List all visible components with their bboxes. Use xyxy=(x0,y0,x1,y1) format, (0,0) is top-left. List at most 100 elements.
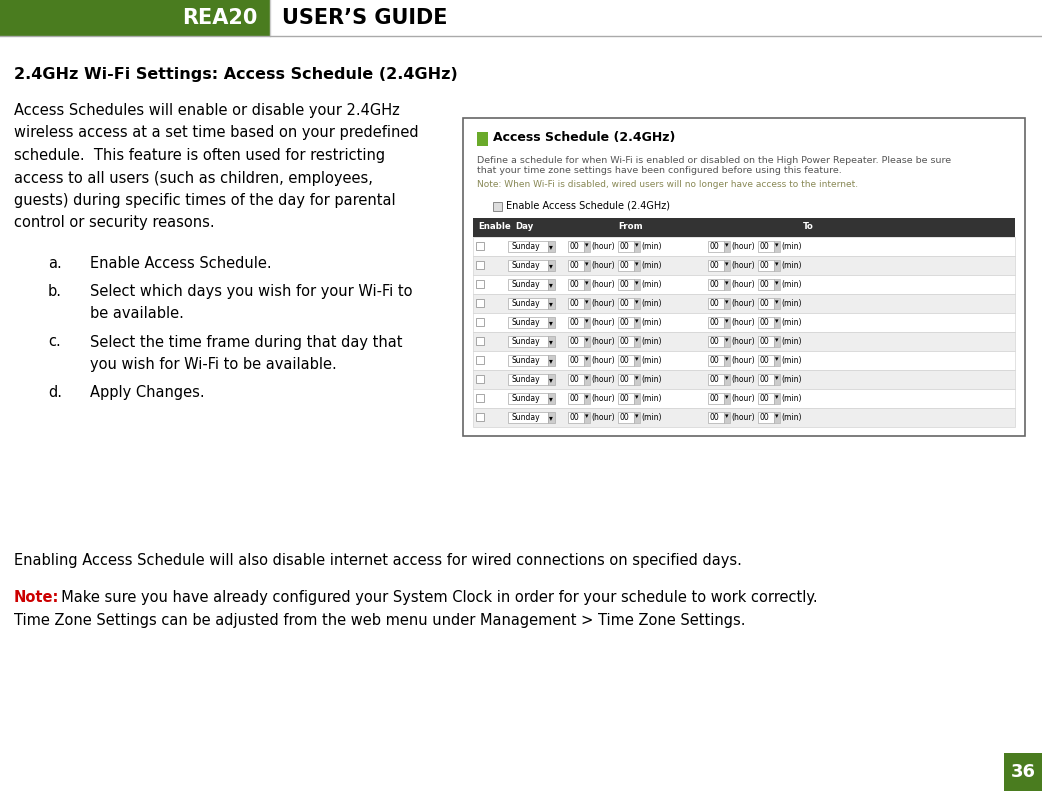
Text: ▾: ▾ xyxy=(585,375,589,381)
Text: ▾: ▾ xyxy=(635,375,639,381)
Text: 00: 00 xyxy=(760,261,770,270)
Text: (hour): (hour) xyxy=(731,413,754,422)
Text: ▾: ▾ xyxy=(635,337,639,343)
Bar xyxy=(724,279,730,290)
Bar xyxy=(758,355,774,366)
Bar xyxy=(708,374,724,385)
Bar xyxy=(708,412,724,423)
Bar xyxy=(584,336,590,347)
Text: ▾: ▾ xyxy=(775,318,778,324)
Bar xyxy=(473,275,1015,294)
Text: control or security reasons.: control or security reasons. xyxy=(14,215,215,230)
Text: ▾: ▾ xyxy=(585,413,589,419)
Bar xyxy=(568,279,584,290)
Bar xyxy=(568,355,584,366)
Text: (hour): (hour) xyxy=(591,413,615,422)
Text: Day: Day xyxy=(515,222,534,231)
Bar xyxy=(708,317,724,328)
Text: ▾: ▾ xyxy=(725,261,728,267)
Bar xyxy=(708,393,724,404)
Bar xyxy=(758,336,774,347)
Text: ▾: ▾ xyxy=(549,299,553,308)
Bar xyxy=(634,355,640,366)
Text: 00: 00 xyxy=(760,394,770,403)
Text: Select the time frame during that day that: Select the time frame during that day th… xyxy=(90,335,402,350)
Bar xyxy=(548,241,555,252)
Bar xyxy=(584,317,590,328)
Text: Sunday: Sunday xyxy=(511,337,540,346)
Bar xyxy=(634,336,640,347)
Text: 00: 00 xyxy=(620,299,629,308)
Bar xyxy=(758,317,774,328)
Text: 00: 00 xyxy=(710,242,720,251)
Text: 00: 00 xyxy=(710,280,720,289)
Text: ▾: ▾ xyxy=(725,299,728,305)
Text: Sunday: Sunday xyxy=(511,318,540,327)
Text: 00: 00 xyxy=(760,318,770,327)
Bar xyxy=(548,298,555,309)
Text: Time Zone Settings can be adjusted from the web menu under Management > Time Zon: Time Zone Settings can be adjusted from … xyxy=(14,613,745,628)
Bar xyxy=(724,260,730,271)
Bar xyxy=(774,241,780,252)
Text: (hour): (hour) xyxy=(591,337,615,346)
Bar xyxy=(473,218,1015,237)
Bar xyxy=(708,336,724,347)
Bar xyxy=(568,241,584,252)
Bar xyxy=(508,393,548,404)
Text: (min): (min) xyxy=(782,413,801,422)
Bar xyxy=(548,336,555,347)
Text: 00: 00 xyxy=(570,394,579,403)
Text: (hour): (hour) xyxy=(731,394,754,403)
Bar xyxy=(568,374,584,385)
Bar xyxy=(584,355,590,366)
Bar xyxy=(476,280,483,288)
Text: ▾: ▾ xyxy=(549,261,553,270)
Text: (min): (min) xyxy=(782,261,801,270)
Text: ▾: ▾ xyxy=(775,375,778,381)
Bar xyxy=(618,374,634,385)
Text: ▾: ▾ xyxy=(635,280,639,286)
Bar xyxy=(476,318,483,326)
Text: 00: 00 xyxy=(760,337,770,346)
Text: (hour): (hour) xyxy=(731,318,754,327)
Bar xyxy=(568,260,584,271)
Bar xyxy=(584,374,590,385)
Bar xyxy=(508,355,548,366)
Text: ▾: ▾ xyxy=(725,394,728,400)
Text: 00: 00 xyxy=(620,261,629,270)
Bar xyxy=(0,0,1042,36)
Bar xyxy=(473,351,1015,370)
Text: access to all users (such as children, employees,: access to all users (such as children, e… xyxy=(14,171,373,186)
Bar xyxy=(618,355,634,366)
Bar xyxy=(548,355,555,366)
Bar xyxy=(508,412,548,423)
Bar xyxy=(724,355,730,366)
Text: ▾: ▾ xyxy=(775,242,778,248)
Text: (min): (min) xyxy=(782,280,801,289)
Bar xyxy=(548,317,555,328)
Text: ▾: ▾ xyxy=(635,299,639,305)
Bar xyxy=(774,317,780,328)
Text: Sunday: Sunday xyxy=(511,242,540,251)
Bar xyxy=(548,393,555,404)
Bar xyxy=(476,356,483,364)
Text: ▾: ▾ xyxy=(725,337,728,343)
Text: (hour): (hour) xyxy=(591,375,615,384)
Bar xyxy=(568,336,584,347)
Text: ▾: ▾ xyxy=(775,261,778,267)
Bar xyxy=(758,374,774,385)
Bar xyxy=(548,412,555,423)
Text: ▾: ▾ xyxy=(585,280,589,286)
Text: Sunday: Sunday xyxy=(511,356,540,365)
Text: ▾: ▾ xyxy=(549,318,553,327)
Text: 00: 00 xyxy=(570,299,579,308)
Bar xyxy=(618,241,634,252)
Text: Enabling Access Schedule will also disable internet access for wired connections: Enabling Access Schedule will also disab… xyxy=(14,553,742,568)
Text: 00: 00 xyxy=(620,337,629,346)
Text: ▾: ▾ xyxy=(775,337,778,343)
Text: ▾: ▾ xyxy=(775,394,778,400)
Bar xyxy=(568,393,584,404)
Text: ▾: ▾ xyxy=(549,413,553,422)
Bar xyxy=(634,412,640,423)
Bar xyxy=(493,202,502,211)
